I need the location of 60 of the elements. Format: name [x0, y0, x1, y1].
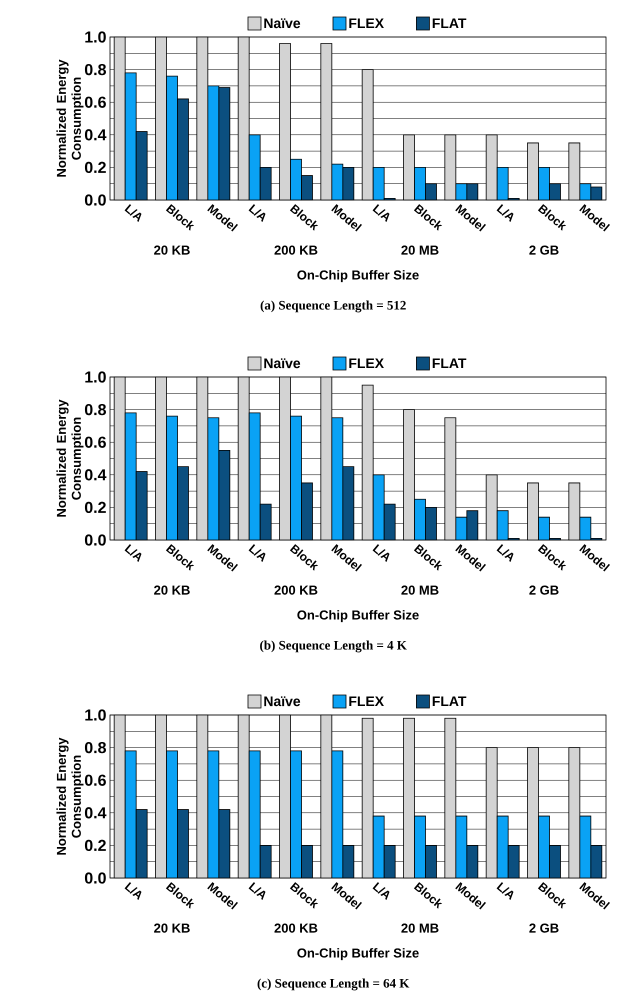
legend-label: FLEX — [349, 358, 384, 368]
text: 2 GB — [529, 924, 559, 933]
text: 20 KB — [154, 586, 190, 595]
y-tick-label: 0.2 — [84, 162, 106, 174]
x-tick-label: L/A — [248, 544, 266, 562]
y-tick-label: 0.2 — [84, 840, 106, 852]
text: 20 MB — [401, 924, 438, 933]
legend-label: FLEX — [349, 18, 384, 28]
y-tick-label: 0.6 — [84, 436, 106, 448]
legend-label: FLEX — [349, 696, 384, 706]
y-tick-label: 0.8 — [84, 404, 106, 416]
y-tick-label: 0.6 — [84, 774, 106, 786]
legend-label: Naïve — [264, 358, 300, 368]
text: 20 MB — [401, 246, 438, 255]
y-tick-label: 1.0 — [85, 31, 106, 43]
x-tick-label: L/A — [248, 882, 266, 900]
x-tick-label: L/A — [372, 204, 390, 222]
y-axis-title: Normalized Energy Consumption — [56, 60, 84, 177]
x-axis-title: On-Chip Buffer Size — [297, 270, 419, 282]
x-tick-label: L/A — [372, 882, 390, 900]
x-axis-title: On-Chip Buffer Size — [297, 610, 419, 622]
y-tick-label: 1.0 — [85, 709, 106, 721]
y-tick-label: 0.0 — [84, 194, 106, 206]
y-axis-title: Normalized Energy Consumption — [56, 400, 84, 517]
y-tick-label: 0.0 — [84, 872, 106, 884]
text: 20 MB — [401, 586, 438, 595]
y-tick-label: 0.4 — [84, 129, 106, 140]
x-tick-label: L/A — [496, 544, 514, 562]
text: 2 GB — [529, 586, 559, 595]
legend-label: Naïve — [264, 18, 300, 28]
y-tick-label: 0.0 — [84, 534, 106, 546]
text: 200 KB — [274, 924, 318, 933]
x-tick-label: L/A — [496, 882, 514, 900]
y-tick-label: 0.4 — [84, 469, 106, 480]
y-tick-label: 0.8 — [84, 64, 106, 76]
text: 2 GB — [529, 246, 559, 255]
text: (c) Sequence Length = 64 K — [258, 978, 410, 990]
y-tick-label: 0.6 — [84, 96, 106, 108]
y-tick-label: 0.4 — [84, 807, 106, 818]
legend-label: FLAT — [432, 358, 466, 368]
text: 200 KB — [274, 246, 318, 255]
y-axis-title: Normalized Energy Consumption — [56, 738, 84, 855]
x-tick-label: L/A — [124, 544, 142, 562]
y-tick-label: 0.2 — [84, 502, 106, 514]
x-tick-label: L/A — [248, 204, 266, 222]
y-tick-label: 1.0 — [85, 371, 106, 383]
text: (a) Sequence Length = 512 — [260, 300, 406, 312]
legend-label: FLAT — [432, 696, 466, 706]
y-tick-label: 0.8 — [84, 742, 106, 754]
text: 200 KB — [274, 586, 318, 595]
x-tick-label: L/A — [124, 204, 142, 222]
text: 20 KB — [154, 246, 190, 255]
x-axis-title: On-Chip Buffer Size — [297, 948, 419, 960]
x-tick-label: L/A — [124, 882, 142, 900]
x-tick-label: L/A — [496, 204, 514, 222]
legend-label: Naïve — [264, 696, 300, 706]
legend-label: FLAT — [432, 18, 466, 28]
text: (b) Sequence Length = 4 K — [260, 640, 407, 652]
x-tick-label: L/A — [372, 544, 390, 562]
text: 20 KB — [154, 924, 190, 933]
